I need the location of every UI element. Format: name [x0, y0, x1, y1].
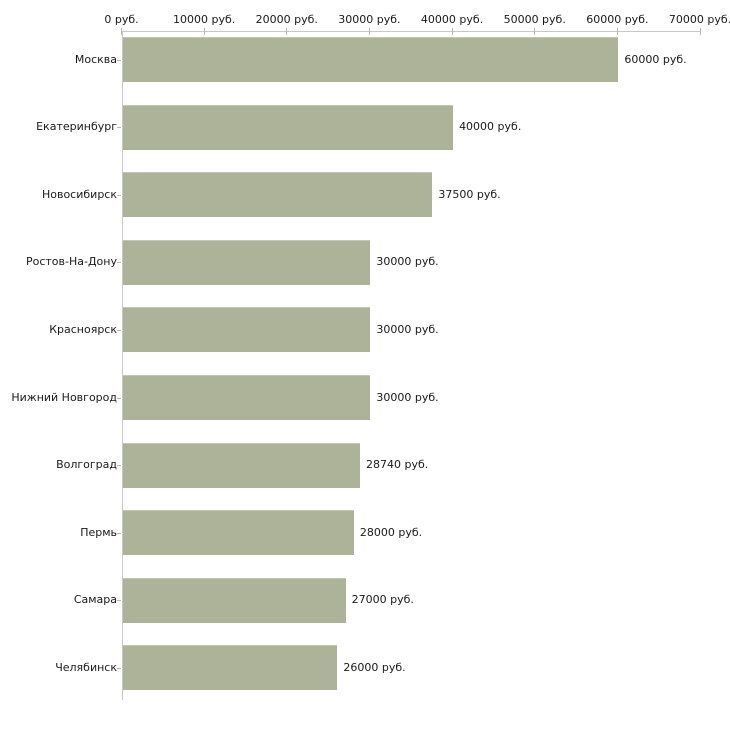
category-tick-mark: [117, 600, 121, 602]
category-tick-mark: [117, 127, 121, 129]
category-label: Екатеринбург: [36, 120, 117, 134]
x-tick-mark: [699, 28, 701, 35]
category-tick-mark: [117, 194, 121, 196]
value-label: 27000 руб.: [351, 593, 414, 607]
category-tick-mark: [117, 397, 121, 399]
bar: [122, 375, 371, 420]
bar: [122, 442, 360, 488]
value-label: 30000 руб.: [376, 255, 439, 269]
bar: [122, 645, 338, 691]
value-label: 30000 руб.: [376, 390, 439, 404]
category-label: Челябинск: [55, 660, 117, 674]
x-tick-label: 60000 руб.: [586, 13, 649, 26]
x-tick-label: 20000 руб.: [255, 13, 318, 26]
x-tick-label: 0 руб.: [104, 13, 139, 26]
x-tick-mark: [534, 28, 536, 35]
bar: [122, 510, 354, 556]
category-label: Самара: [73, 593, 117, 607]
bar: [122, 104, 454, 150]
x-tick-mark: [451, 28, 453, 35]
category-label: Волгоград: [56, 458, 117, 472]
x-tick-label: 10000 руб.: [173, 13, 236, 26]
category-tick-mark: [117, 329, 121, 331]
category-label: Пермь: [80, 525, 117, 539]
x-axis-line: [121, 31, 700, 32]
category-label: Москва: [74, 52, 117, 66]
x-tick-label: 40000 руб.: [420, 13, 484, 26]
category-tick-mark: [117, 59, 121, 61]
x-tick-mark: [616, 28, 618, 35]
category-label: Нижний Новгород: [11, 390, 117, 404]
x-tick-label: 70000 руб.: [668, 13, 730, 26]
bar: [122, 37, 619, 82]
value-label: 28740 руб.: [366, 458, 429, 472]
bar: [122, 307, 371, 353]
category-tick-mark: [117, 667, 121, 669]
x-tick-mark: [203, 28, 205, 35]
category-label: Ростов-На-Дону: [25, 255, 117, 269]
category-label: Новосибирск: [41, 187, 117, 201]
x-tick-label: 50000 руб.: [503, 13, 566, 26]
category-tick-mark: [117, 465, 121, 467]
value-label: 37500 руб.: [438, 187, 501, 201]
x-tick-mark: [286, 28, 288, 35]
x-tick-mark: [368, 28, 370, 35]
category-tick-mark: [117, 532, 121, 534]
x-tick-label: 30000 руб.: [338, 13, 401, 26]
value-label: 30000 руб.: [376, 322, 439, 336]
bar: [122, 577, 346, 623]
value-label: 26000 руб.: [343, 660, 406, 674]
value-label: 40000 руб.: [459, 120, 522, 134]
bar: [122, 239, 371, 285]
value-label: 28000 руб.: [359, 525, 423, 539]
category-label: Красноярск: [49, 322, 117, 336]
bar: [122, 172, 433, 218]
value-label: 60000 руб.: [624, 52, 687, 66]
x-tick-mark: [121, 28, 122, 35]
y-axis-line: [121, 31, 123, 700]
category-tick-mark: [117, 262, 121, 264]
